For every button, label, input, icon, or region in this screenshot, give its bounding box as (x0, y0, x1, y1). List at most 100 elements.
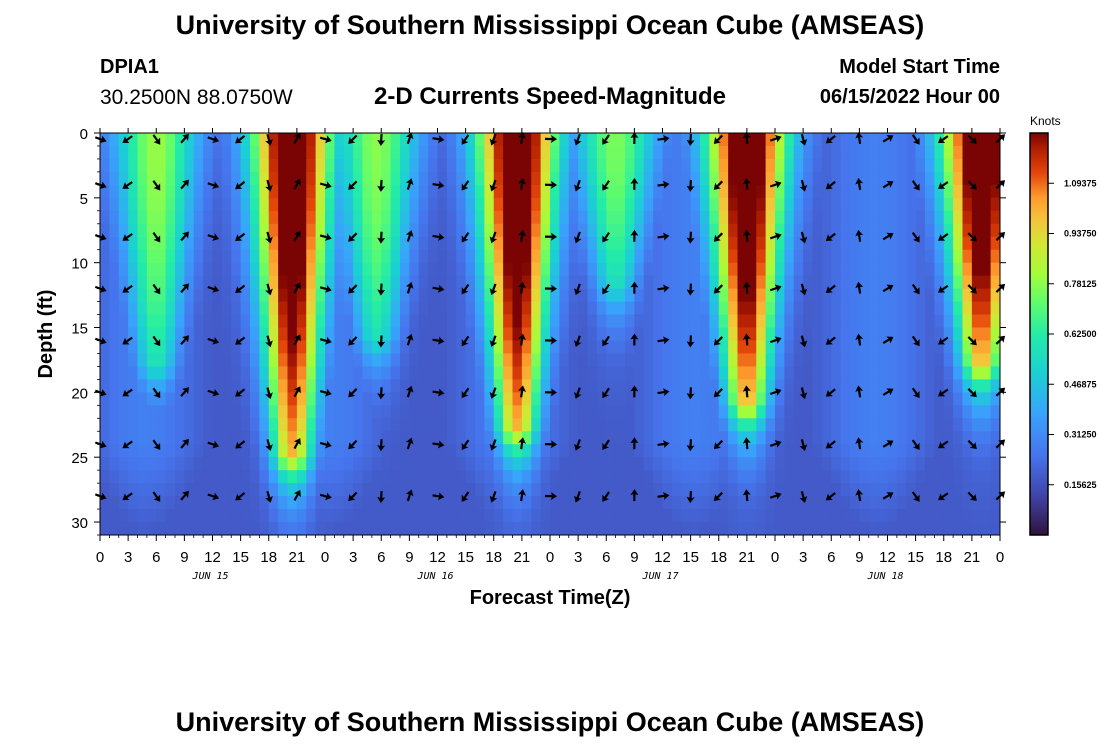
heatmap-cell (193, 327, 204, 342)
heatmap-cell (184, 522, 195, 535)
heatmap-cell (100, 301, 110, 316)
heatmap-cell (165, 418, 176, 432)
heatmap-cell (587, 392, 598, 406)
current-arrow (574, 439, 582, 451)
heatmap-cell (925, 210, 935, 225)
heatmap-cell (146, 366, 157, 380)
heatmap-cell (512, 392, 523, 406)
heatmap-cell (503, 444, 514, 458)
heatmap-cell (165, 340, 176, 355)
heatmap-cell (793, 431, 804, 445)
heatmap-cell (400, 197, 410, 212)
heatmap-cell (840, 197, 851, 212)
day-label: JUN 15 (191, 571, 228, 582)
heatmap-cell (981, 314, 992, 329)
heatmap-cell (306, 340, 317, 355)
current-arrow (319, 388, 332, 397)
heatmap-cell (184, 405, 195, 419)
current-arrow (377, 283, 386, 296)
heatmap-cell (437, 483, 448, 497)
heatmap-cell (512, 496, 523, 510)
heatmap-cell (934, 249, 945, 264)
heatmap-cell (896, 379, 907, 393)
current-arrow (432, 440, 445, 449)
plot-title: 2-D Currents Speed-Magnitude (373, 83, 727, 110)
day-label: JUN 18 (866, 571, 903, 582)
heatmap-cell (343, 133, 354, 147)
heatmap-cell (859, 522, 870, 535)
heatmap-cell (146, 327, 157, 342)
heatmap-cell (165, 184, 176, 199)
heatmap-cell (456, 496, 467, 510)
heatmap-cell (568, 509, 579, 523)
heatmap-cell (671, 496, 682, 510)
heatmap-cell (690, 418, 701, 432)
heatmap-cell (728, 405, 739, 419)
heatmap-cell (100, 262, 110, 277)
current-arrow (293, 230, 301, 242)
heatmap-cell (268, 184, 279, 199)
heatmap-cell (250, 470, 260, 484)
heatmap-cell (128, 340, 139, 355)
heatmap-cell (971, 197, 982, 212)
heatmap-cell (596, 288, 607, 303)
heatmap-cell (146, 483, 157, 497)
heatmap-cell (896, 444, 907, 458)
heatmap-cell (709, 184, 720, 199)
heatmap-cell (709, 210, 720, 225)
heatmap-cell (690, 314, 701, 329)
heatmap-cell (231, 496, 242, 510)
current-arrow (967, 388, 977, 398)
heatmap-cell (296, 275, 307, 290)
heatmap-cell (793, 158, 804, 173)
heatmap-cell (456, 457, 467, 471)
heatmap-cell (165, 496, 176, 510)
heatmap-cell (278, 405, 289, 419)
heatmap-cell (765, 470, 776, 484)
heatmap-cell (896, 457, 907, 471)
heatmap-cell (512, 353, 523, 368)
heatmap-cell (212, 275, 223, 290)
heatmap-cell (906, 405, 917, 419)
heatmap-cell (278, 236, 289, 251)
heatmap-cell (165, 171, 176, 186)
heatmap-cell (953, 405, 964, 419)
heatmap-cell (868, 210, 879, 225)
heatmap-cell (615, 210, 626, 225)
heatmap-cell (775, 340, 785, 355)
heatmap-cell (896, 145, 907, 160)
heatmap-cell (756, 392, 767, 406)
current-arrow (938, 440, 949, 449)
heatmap-cell (859, 249, 870, 264)
heatmap-cell (493, 184, 504, 199)
heatmap-cell (325, 522, 335, 535)
heatmap-cell (100, 405, 110, 419)
heatmap-cell (831, 405, 842, 419)
current-arrow (825, 440, 836, 449)
heatmap-cell (512, 444, 523, 458)
heatmap-cell (671, 457, 682, 471)
heatmap-cell (793, 236, 804, 251)
heatmap-cell (700, 197, 710, 212)
heatmap-cell (840, 249, 851, 264)
heatmap-cell (203, 444, 214, 458)
x-tick-label: 21 (964, 549, 981, 566)
heatmap-cell (700, 133, 710, 147)
heatmap-cell (700, 444, 710, 458)
heatmap-cell (325, 249, 335, 264)
heatmap-cell (287, 184, 298, 199)
current-arrow (825, 388, 836, 397)
current-arrow (319, 181, 332, 189)
heatmap-cell (306, 288, 317, 303)
heatmap-cell (456, 210, 467, 225)
heatmap-cell (465, 353, 476, 368)
heatmap-cell (521, 288, 532, 303)
heatmap-cell (578, 392, 589, 406)
current-arrow (825, 180, 836, 190)
heatmap-cell (334, 327, 345, 342)
heatmap-cell (812, 366, 823, 380)
heatmap-cell (962, 379, 973, 393)
heatmap-cell (990, 418, 1000, 432)
heatmap-cell (821, 249, 832, 264)
heatmap-cell (184, 236, 195, 251)
